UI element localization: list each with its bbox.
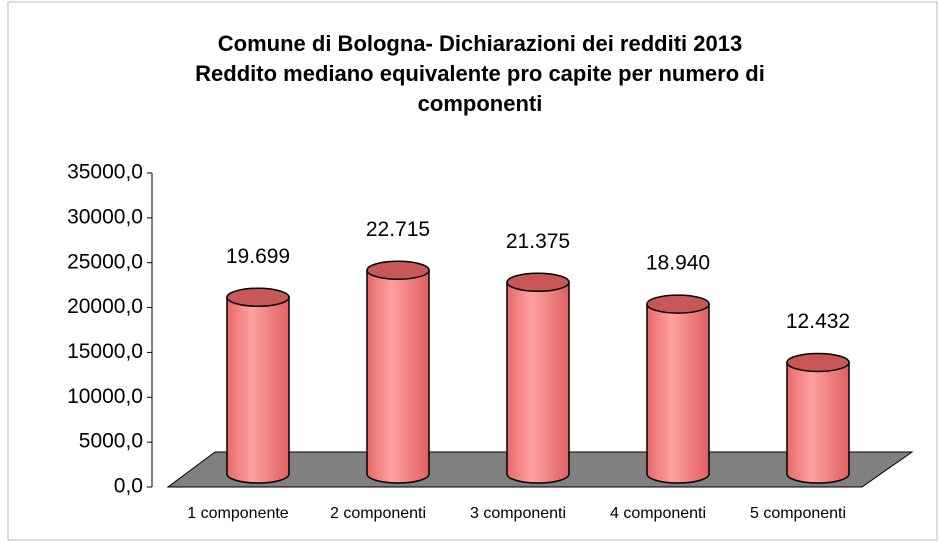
- value-label: 22.715: [366, 218, 430, 241]
- cylinder-top: [646, 294, 710, 314]
- chart-title: Comune di Bologna- Dichiarazioni dei red…: [218, 31, 742, 56]
- cylinder-top: [506, 272, 570, 292]
- x-tick-label: 3 componenti: [470, 505, 566, 522]
- y-tick-label: 25000,0: [67, 250, 143, 273]
- value-label: 21.375: [506, 230, 570, 253]
- x-tick-label: 5 componenti: [750, 505, 846, 522]
- x-tick-label: 1 componente: [187, 505, 289, 522]
- y-tick-label: 35000,0: [67, 161, 143, 184]
- cylinder-body: [366, 269, 430, 484]
- value-label: 12.432: [786, 310, 850, 333]
- y-tick-label: 15000,0: [67, 340, 143, 363]
- cylinder-top: [226, 287, 290, 308]
- cylinder-body: [506, 281, 570, 484]
- cylinder-top: [786, 352, 850, 373]
- y-tick-label: 10000,0: [67, 385, 143, 408]
- chart-title: componenti: [418, 91, 543, 116]
- y-tick-label: 20000,0: [67, 295, 143, 318]
- cylinder: [646, 294, 710, 484]
- x-tick-label: 2 componenti: [330, 505, 426, 522]
- cylinder: [506, 272, 570, 484]
- chart-title: Reddito mediano equivalente pro capite p…: [195, 61, 765, 86]
- cylinder-top: [366, 260, 430, 280]
- x-tick-label: 4 componenti: [610, 505, 706, 522]
- cylinder-body: [786, 361, 850, 484]
- value-label: 18.940: [646, 252, 710, 275]
- cylinder: [786, 352, 850, 484]
- cylinder: [366, 260, 430, 484]
- cylinder-body: [226, 296, 290, 484]
- cylinder: [226, 287, 290, 484]
- chart-frame: [7, 1, 938, 541]
- y-tick-label: 30000,0: [67, 205, 143, 228]
- y-tick-label: 5000,0: [79, 430, 143, 453]
- cylinder-body: [646, 303, 710, 484]
- y-tick-label: 0,0: [114, 475, 143, 498]
- value-label: 19.699: [226, 245, 290, 268]
